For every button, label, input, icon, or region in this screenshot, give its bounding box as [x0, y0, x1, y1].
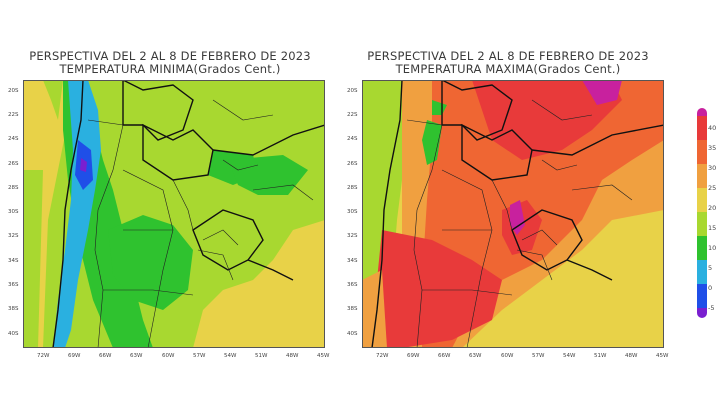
lat-label: 28S [347, 185, 358, 191]
lat-label: 30S [8, 209, 19, 215]
colorbar-segment [697, 308, 707, 318]
lon-label: 66W [438, 353, 451, 359]
lat-label: 24S [8, 136, 19, 142]
colorbar-segment [697, 188, 707, 212]
lat-label: 20S [8, 88, 19, 94]
lat-label: 26S [347, 161, 358, 167]
colorbar-segment [697, 140, 707, 164]
lon-label: 57W [193, 353, 206, 359]
lon-label: 63W [469, 353, 482, 359]
lat-label: 38S [8, 306, 19, 312]
colorbar-segment [697, 236, 707, 260]
lon-label: 48W [286, 353, 299, 359]
lon-label: 60W [162, 353, 175, 359]
right-map-title: PERSPECTIVA DEL 2 AL 8 DE FEBRERO DE 202… [358, 50, 658, 76]
lon-label: 54W [563, 353, 576, 359]
colorbar-label: 5 [708, 264, 713, 272]
lon-label: 45W [656, 353, 669, 359]
lat-label: 34S [347, 258, 358, 264]
right-title-line1: PERSPECTIVA DEL 2 AL 8 DE FEBRERO DE 202… [367, 49, 649, 63]
colorbar-label: 35 [708, 144, 717, 152]
lon-label: 57W [532, 353, 545, 359]
lat-label: 20S [347, 88, 358, 94]
lon-label: 51W [255, 353, 268, 359]
lon-label: 66W [99, 353, 112, 359]
colorbar-segment [697, 212, 707, 236]
right-title-line2: TEMPERATURA MAXIMA(Grados Cent.) [395, 62, 621, 76]
lon-label: 69W [68, 353, 81, 359]
lat-label: 22S [8, 112, 19, 118]
colorbar-label: 15 [708, 224, 717, 232]
left-title-line1: PERSPECTIVA DEL 2 AL 8 DE FEBRERO DE 202… [29, 49, 311, 63]
left-map-title: PERSPECTIVA DEL 2 AL 8 DE FEBRERO DE 202… [20, 50, 320, 76]
lon-label: 54W [224, 353, 237, 359]
colorbar-segment [697, 108, 707, 116]
lon-label: 72W [37, 353, 50, 359]
lat-label: 40S [347, 331, 358, 337]
lon-label: 48W [625, 353, 638, 359]
colorbar-label: 0 [708, 284, 713, 292]
colorbar-label: 25 [708, 184, 717, 192]
lon-label: 60W [501, 353, 514, 359]
lon-label: 63W [130, 353, 143, 359]
colorbar-label: 10 [708, 244, 717, 252]
lat-label: 38S [347, 306, 358, 312]
lon-label: 45W [317, 353, 330, 359]
lon-label: 69W [407, 353, 420, 359]
lat-label: 26S [8, 161, 19, 167]
colorbar-segment [697, 284, 707, 308]
lat-label: 32S [347, 233, 358, 239]
max-temperature-map [362, 80, 664, 348]
colorbar-label: -5 [708, 304, 715, 312]
colorbar-segment [697, 164, 707, 188]
colorbar-label: 40 [708, 124, 717, 132]
lat-label: 22S [347, 112, 358, 118]
lat-label: 36S [347, 282, 358, 288]
colorbar-label: 20 [708, 204, 717, 212]
colorbar-segment [697, 116, 707, 140]
colorbar-label: 30 [708, 164, 717, 172]
lon-label: 72W [376, 353, 389, 359]
colorbar-segment [697, 260, 707, 284]
min-temperature-map [23, 80, 325, 348]
left-title-line2: TEMPERATURA MINIMA(Grados Cent.) [59, 62, 281, 76]
lat-label: 32S [8, 233, 19, 239]
lat-label: 30S [347, 209, 358, 215]
lat-label: 28S [8, 185, 19, 191]
lon-label: 51W [594, 353, 607, 359]
lat-label: 24S [347, 136, 358, 142]
lat-label: 40S [8, 331, 19, 337]
lat-label: 34S [8, 258, 19, 264]
lat-label: 36S [8, 282, 19, 288]
